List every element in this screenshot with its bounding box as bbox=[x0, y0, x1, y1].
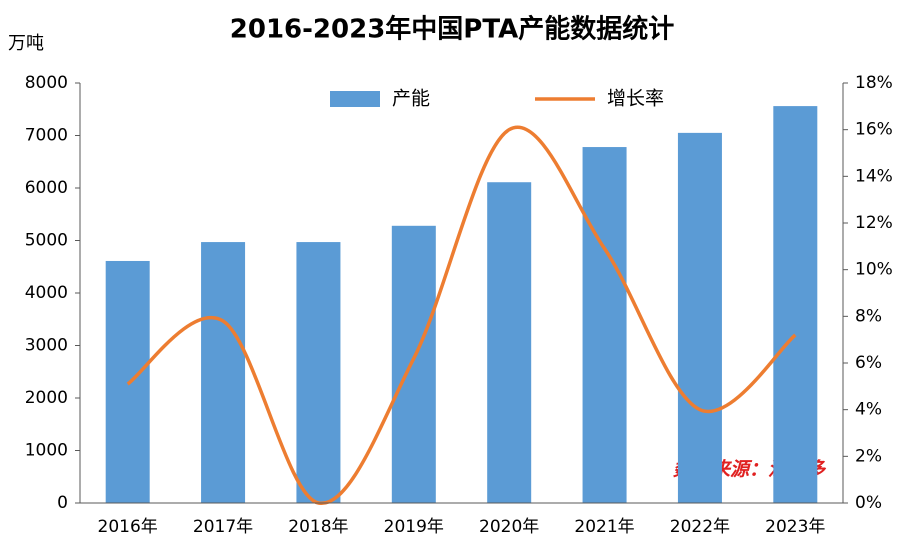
bar bbox=[391, 225, 436, 504]
x-tick-label: 2016年 bbox=[98, 517, 158, 537]
y-tick-label: 3000 bbox=[25, 336, 68, 356]
y2-tick-label: 8% bbox=[855, 306, 882, 326]
x-tick-label: 2019年 bbox=[384, 517, 444, 537]
bar bbox=[201, 242, 246, 503]
y-tick-label: 5000 bbox=[25, 231, 68, 251]
y-axis-label: 万吨 bbox=[8, 33, 44, 54]
y-tick-label: 7000 bbox=[25, 126, 68, 146]
x-tick-label: 2023年 bbox=[765, 517, 825, 537]
legend-label: 产能 bbox=[392, 88, 430, 110]
bar bbox=[582, 147, 627, 504]
bar bbox=[773, 106, 818, 503]
y2-tick-label: 0% bbox=[855, 493, 882, 513]
y-tick-label: 6000 bbox=[25, 178, 68, 198]
x-tick-label: 2017年 bbox=[193, 517, 253, 537]
bar bbox=[487, 182, 532, 503]
y2-tick-label: 12% bbox=[855, 213, 893, 233]
y-tick-label: 0 bbox=[57, 493, 68, 513]
legend-label: 增长率 bbox=[607, 88, 664, 110]
legend-swatch bbox=[330, 91, 380, 107]
x-tick-label: 2021年 bbox=[574, 517, 634, 537]
y2-tick-label: 4% bbox=[855, 400, 882, 420]
y2-tick-label: 18% bbox=[855, 73, 893, 93]
y-tick-label: 1000 bbox=[25, 441, 68, 461]
chart-title: 2016-2023年中国PTA产能数据统计 bbox=[230, 14, 674, 45]
y2-tick-label: 10% bbox=[855, 260, 893, 280]
y2-tick-label: 14% bbox=[855, 166, 893, 186]
x-tick-label: 2018年 bbox=[288, 517, 348, 537]
growth-line bbox=[126, 125, 797, 505]
bar bbox=[677, 132, 722, 503]
y2-tick-label: 6% bbox=[855, 353, 882, 373]
y2-tick-label: 16% bbox=[855, 120, 893, 140]
bar bbox=[296, 242, 341, 503]
x-tick-label: 2022年 bbox=[670, 517, 730, 537]
y-tick-label: 2000 bbox=[25, 388, 68, 408]
y-tick-label: 8000 bbox=[25, 73, 68, 93]
y-tick-label: 4000 bbox=[25, 283, 68, 303]
x-tick-label: 2020年 bbox=[479, 517, 539, 537]
y2-tick-label: 2% bbox=[855, 446, 882, 466]
